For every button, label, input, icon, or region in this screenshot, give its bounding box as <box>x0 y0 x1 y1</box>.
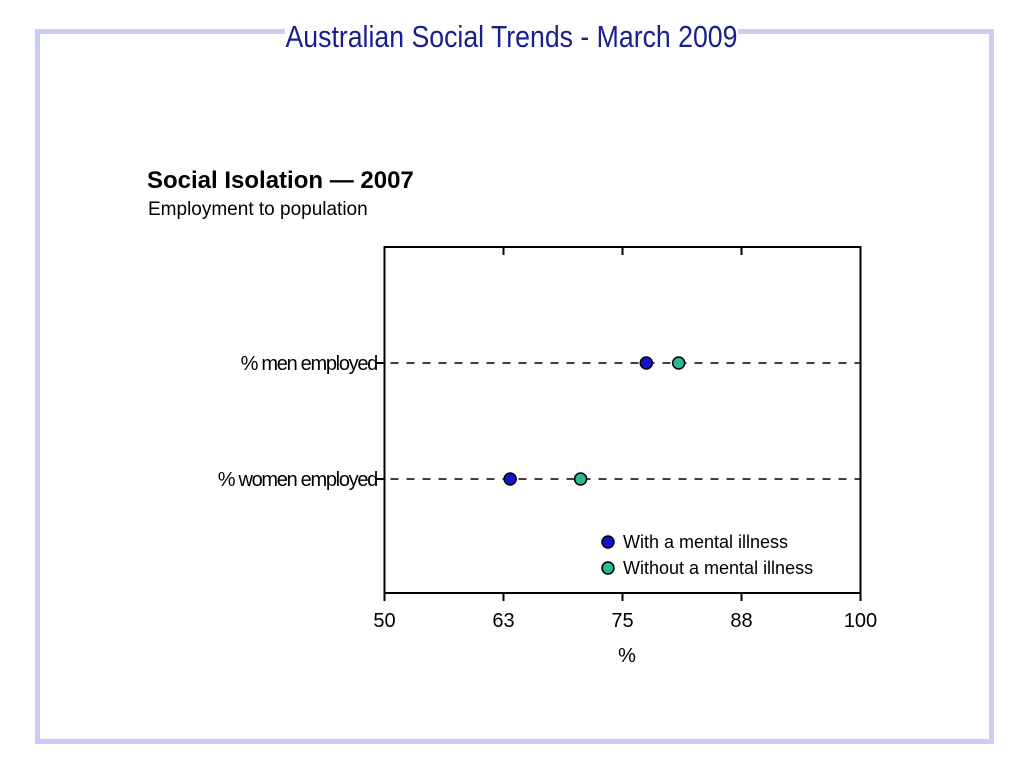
point-with-mental-illness <box>503 472 517 486</box>
point-without-mental-illness <box>671 356 686 370</box>
legend-label: With a mental illness <box>623 532 788 552</box>
x-tick-label: 50 <box>373 610 395 632</box>
legend: With a mental illness Without a mental il… <box>601 532 813 578</box>
x-tick-label: 100 <box>844 610 877 632</box>
x-tick-label: 63 <box>492 610 514 632</box>
point-with-mental-illness <box>639 356 654 370</box>
legend-marker <box>601 535 615 549</box>
category-label: % women employed <box>218 469 377 491</box>
chart-title: Social Isolation — 2007 <box>147 167 414 194</box>
legend-label: Without a mental illness <box>623 558 813 578</box>
x-tick-label: 88 <box>730 610 752 632</box>
x-tick-label: 75 <box>611 610 633 632</box>
x-axis-label: % <box>618 645 636 667</box>
chart-subtitle: Employment to population <box>148 199 368 220</box>
legend-marker <box>601 561 615 575</box>
category-label: % men employed <box>241 353 377 375</box>
point-without-mental-illness <box>573 472 588 486</box>
slide-banner-title: Australian Social Trends - March 2009 <box>284 14 739 60</box>
